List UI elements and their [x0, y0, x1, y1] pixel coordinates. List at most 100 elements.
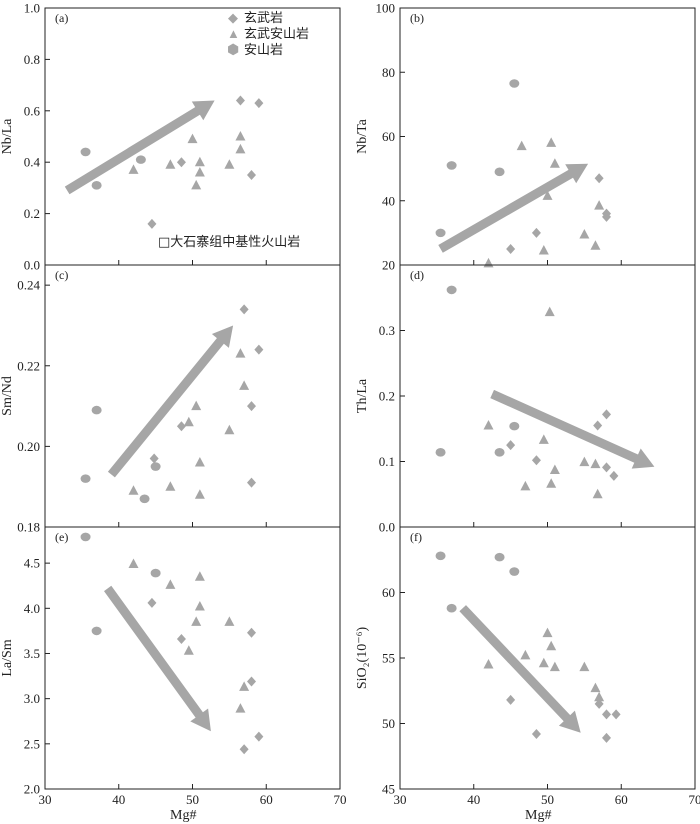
x-tick-label: 40 [467, 792, 480, 807]
trend-arrow [104, 585, 211, 732]
panels-layer: 0.0 0.2 0.4 0.6 0.8 1.0 (a) Nb/La 20 40 60 80 100 (b)… [0, 1, 700, 808]
data-point-triangle [590, 682, 601, 693]
y-axis-label: Nb/Ta [355, 118, 370, 154]
y-tick-label: 100 [376, 1, 396, 16]
data-point-triangle [235, 703, 246, 713]
y-tick-label: 0.1 [379, 454, 395, 469]
data-point-circle [91, 405, 102, 415]
data-point-triangle [235, 348, 246, 358]
data-point-triangle [194, 489, 205, 499]
data-point-diamond [247, 170, 256, 181]
data-point-diamond [594, 173, 604, 184]
data-point-circle [150, 568, 161, 578]
data-point-triangle [235, 131, 246, 141]
x-tick-label: 40 [112, 792, 125, 807]
data-point-diamond [247, 627, 256, 638]
legend-label-basalt: 玄武岩 [244, 11, 283, 26]
data-point-circle [494, 167, 505, 177]
data-point-triangle [546, 640, 557, 651]
data-point-circle [91, 181, 102, 190]
y-tick-label: 40 [382, 193, 395, 208]
y-axis-label: Nb/La [0, 118, 15, 155]
y-tick-label: 3.0 [24, 691, 40, 706]
data-point-circle [80, 532, 91, 542]
panel-label: (e) [55, 530, 68, 544]
data-point-diamond [247, 676, 256, 687]
data-point-diamond [247, 401, 256, 412]
data-point-diamond [239, 744, 249, 755]
data-point-triangle [590, 458, 601, 469]
data-point-triangle [579, 456, 590, 467]
plot-frame [399, 7, 696, 266]
data-point-triangle [187, 133, 198, 144]
data-point-circle [139, 494, 150, 504]
data-point-diamond [254, 344, 264, 355]
y-tick-label: 0.6 [24, 103, 41, 118]
data-point-triangle [542, 627, 553, 638]
data-point-diamond [602, 409, 611, 420]
data-point-circle [446, 161, 457, 170]
data-point-triangle [594, 200, 605, 210]
y-tick-label: 0.3 [379, 323, 395, 338]
data-point-triangle [224, 159, 235, 169]
data-point-triangle [191, 616, 202, 626]
data-point-diamond [531, 455, 541, 466]
data-point-triangle [549, 464, 560, 475]
x-tick-label: 30 [39, 792, 52, 807]
data-point-triangle [538, 434, 549, 444]
legend-label-basaltic-andesite: 玄武安山岩 [244, 27, 309, 42]
panel-label: (d) [410, 268, 424, 282]
panel-label: (f) [410, 530, 422, 544]
data-point-diamond [147, 218, 157, 229]
data-point-diamond [506, 243, 516, 254]
trend-arrow [64, 100, 215, 195]
legend: ◆ 玄武岩 ▲ 玄武安山岩 ⬢ 安山岩 □大石寨组中基性火山岩 [158, 10, 309, 250]
data-point-circle [435, 448, 446, 457]
data-point-circle [446, 603, 457, 613]
data-point-triangle [165, 159, 176, 169]
panel-1: 20 40 60 80 100 (b) Nb/Ta [355, 1, 696, 273]
data-point-triangle [546, 478, 557, 488]
data-point-triangle [546, 137, 557, 147]
y-tick-label: 0.2 [24, 206, 40, 221]
trend-arrow [107, 325, 234, 478]
data-point-circle [80, 474, 91, 483]
data-point-circle [446, 285, 457, 295]
plot-frame [44, 264, 341, 528]
data-point-triangle [128, 164, 139, 174]
data-point-diamond [176, 157, 186, 168]
trend-arrow [438, 163, 589, 253]
data-point-triangle [520, 480, 531, 491]
panel-label: (b) [410, 11, 424, 25]
data-point-diamond [254, 731, 264, 742]
panel-2: 0.18 0.20 0.22 0.24 (c) Sm/Nd [0, 264, 341, 535]
data-point-triangle [516, 140, 527, 151]
panel-5: 45 50 55 60 30 40 50 60 70 (f) SiO₂(10⁻⁶) [355, 526, 700, 807]
data-point-triangle [483, 659, 494, 669]
data-point-triangle [549, 661, 560, 672]
y-tick-label: 50 [382, 716, 395, 731]
data-point-triangle [579, 228, 590, 239]
y-tick-label: 0.2 [379, 389, 395, 404]
data-point-triangle [194, 156, 205, 167]
legend-note: □大石寨组中基性火山岩 [158, 234, 300, 250]
data-point-triangle [224, 616, 235, 626]
data-point-diamond [176, 421, 186, 432]
data-point-diamond [611, 709, 621, 720]
panel-label: (a) [55, 11, 68, 25]
data-point-triangle [128, 558, 139, 569]
y-tick-label: 20 [382, 258, 395, 273]
y-tick-label: 0.4 [24, 155, 41, 170]
data-point-diamond [149, 453, 159, 464]
data-point-diamond [609, 470, 619, 481]
data-point-triangle [590, 240, 601, 250]
y-tick-label: 0.8 [24, 52, 40, 67]
y-axis-label: La/Sm [0, 639, 15, 676]
y-axis-label: Sm/Nd [0, 376, 15, 416]
data-point-circle [435, 228, 446, 238]
y-tick-label: 3.5 [24, 646, 40, 661]
data-point-triangle [549, 158, 560, 168]
y-tick-label: 0.22 [17, 358, 40, 373]
legend-symbol-triangle: ▲ [227, 26, 240, 41]
y-tick-label: 0.24 [17, 278, 40, 293]
